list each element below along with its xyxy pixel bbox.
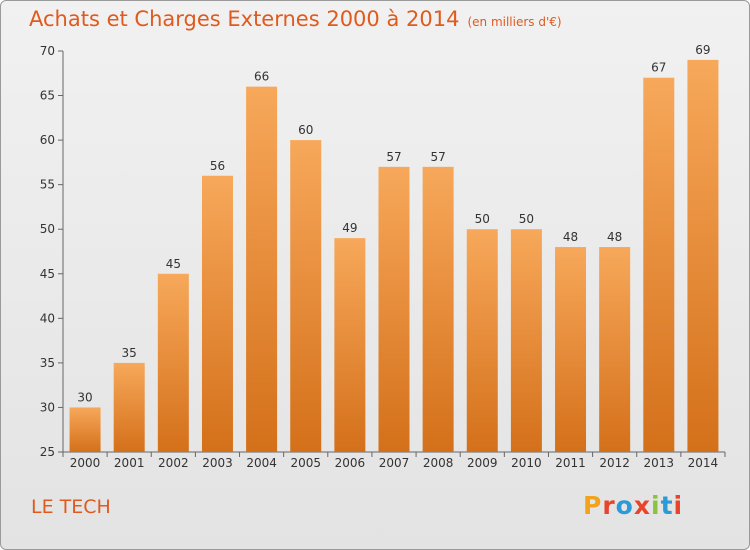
logo-letter: i [651,491,661,520]
x-tick-label: 2011 [555,456,586,470]
x-tick-label: 2006 [335,456,366,470]
x-tick-label: 2010 [511,456,542,470]
bar-value-label: 57 [386,150,401,164]
y-tick-label: 30 [40,400,55,414]
place-name: LE TECH [31,496,111,518]
bar-value-label: 45 [166,257,181,271]
x-tick-label: 2012 [599,456,630,470]
x-tick-label: 2007 [379,456,410,470]
title-unit: (en milliers d'€) [467,15,562,29]
logo-letter: x [633,491,651,520]
x-tick-label: 2005 [290,456,321,470]
bar [510,229,542,452]
y-tick-label: 50 [40,222,55,236]
bar-value-label: 67 [651,61,666,75]
bar [687,59,719,453]
logo-letter: i [673,491,684,520]
y-tick-label: 60 [40,133,55,147]
x-tick-label: 2013 [644,456,675,470]
bar [643,77,675,452]
bar [246,86,278,453]
bar [157,273,189,452]
bar [466,229,498,452]
bar [378,166,410,452]
y-tick-label: 55 [40,178,55,192]
bar-value-label: 50 [519,212,534,226]
bar-value-label: 48 [607,230,622,244]
logo-letter: t [660,491,674,520]
logo-letter: o [615,491,634,520]
bar [113,362,145,452]
bar-value-label: 69 [695,43,710,57]
bar-value-label: 56 [210,159,225,173]
bar [201,175,233,452]
bar [599,247,631,452]
bar [334,238,366,452]
bar-value-label: 66 [254,70,269,84]
y-tick-label: 65 [40,89,55,103]
x-tick-label: 2008 [423,456,454,470]
y-tick-label: 25 [40,445,55,459]
chart-title: Achats et Charges Externes 2000 à 2014 (e… [29,7,562,31]
bar-value-label: 35 [122,346,137,360]
bar [555,247,587,452]
x-tick-label: 2002 [158,456,189,470]
y-tick-label: 35 [40,356,55,370]
y-tick-label: 45 [40,267,55,281]
x-tick-label: 2003 [202,456,233,470]
x-tick-label: 2014 [688,456,719,470]
x-tick-label: 2004 [246,456,277,470]
bar-value-label: 50 [475,212,490,226]
title-text: Achats et Charges Externes 2000 à 2014 [29,7,460,31]
bar-value-label: 60 [298,123,313,137]
logo-letter: P [583,491,603,520]
bar [290,140,322,452]
x-tick-label: 2001 [114,456,145,470]
bar [422,166,454,452]
x-tick-label: 2009 [467,456,498,470]
logo-letter: r [602,491,616,520]
bar-value-label: 30 [77,390,92,404]
proxiti-logo: Proxiti [583,491,683,520]
bar [69,407,101,452]
y-tick-label: 40 [40,311,55,325]
bar-value-label: 57 [430,150,445,164]
bar-value-label: 48 [563,230,578,244]
bar-value-label: 49 [342,221,357,235]
y-tick-label: 70 [40,44,55,58]
x-tick-label: 2000 [70,456,101,470]
